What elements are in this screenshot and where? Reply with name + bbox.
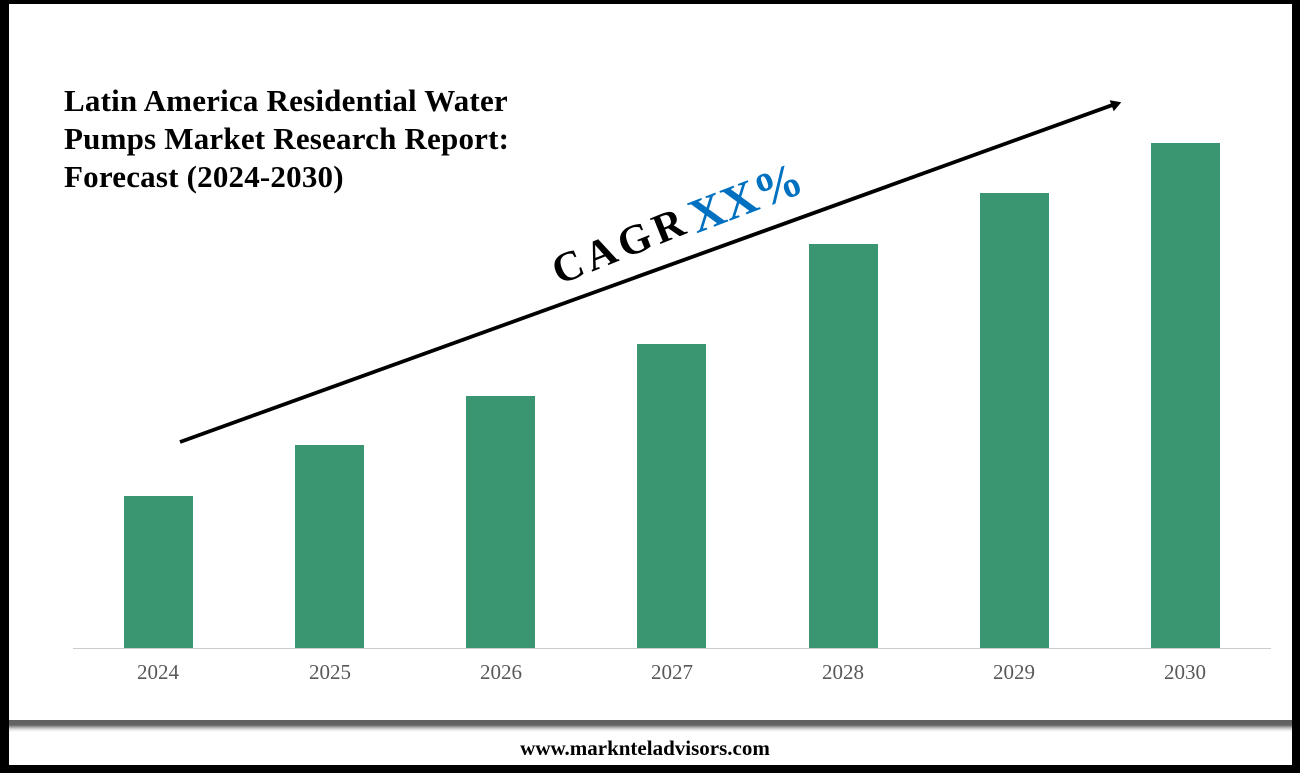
svg-text:XX%: XX% bbox=[681, 152, 810, 244]
svg-text:CAGR: CAGR bbox=[546, 198, 696, 294]
